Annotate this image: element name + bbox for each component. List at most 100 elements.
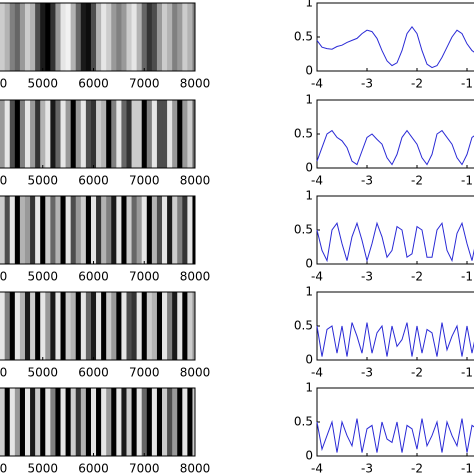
stripe [80, 388, 87, 456]
stripe [141, 388, 148, 456]
stripe [187, 3, 193, 71]
stripe [45, 3, 51, 71]
stripe [116, 292, 122, 360]
stripe [96, 100, 102, 168]
stripe [162, 3, 168, 71]
stripe [50, 3, 56, 71]
data-line [316, 221, 474, 263]
x-tick-label: -2 [411, 462, 423, 474]
x-tick-label: -2 [411, 77, 423, 91]
x-tick-label: 4000 [0, 366, 7, 380]
stripe [9, 388, 16, 456]
stripe [106, 388, 112, 456]
stripe [111, 388, 117, 456]
stripe-panel: 4000 5000 6000 7000 8000 [0, 291, 210, 380]
stripe [45, 292, 51, 360]
line-panel: 0 0.5 1 -4 -3 -2 -1 [294, 0, 474, 91]
stripe [177, 388, 183, 456]
data-line [316, 322, 474, 357]
x-tick-label: 6000 [78, 174, 109, 188]
stripe [9, 196, 16, 264]
x-tick-label: 7000 [129, 462, 160, 474]
stripe [126, 388, 133, 456]
stripe [172, 100, 178, 168]
x-tick-label: 4000 [0, 77, 7, 91]
x-tick-label: -3 [361, 462, 373, 474]
y-tick-label: 0.5 [294, 319, 313, 333]
x-tick-label: 5000 [27, 366, 58, 380]
stripe [30, 292, 36, 360]
stripe [162, 388, 168, 456]
x-tick-label: 8000 [180, 77, 211, 91]
stripe [111, 292, 117, 360]
stripe [24, 100, 31, 168]
stripe [19, 3, 26, 71]
stripe [4, 292, 11, 360]
stripe [136, 388, 143, 456]
stripe [192, 388, 196, 456]
stripe [106, 196, 112, 264]
stripe [121, 3, 127, 71]
stripe [111, 196, 117, 264]
x-tick-label: 5000 [27, 270, 58, 284]
stripe [85, 100, 92, 168]
x-tick-label: -4 [311, 174, 323, 188]
stripe [45, 388, 51, 456]
stripe [90, 3, 97, 71]
stripe-panel: 4000 5000 6000 7000 8000 [0, 195, 210, 284]
line-panel: 0 0.5 1 -4 -3 -2 -1 [294, 285, 474, 380]
stripe [60, 196, 67, 264]
x-tick-label: 8000 [180, 174, 211, 188]
stripe [24, 388, 31, 456]
data-line [316, 418, 474, 453]
stripe [116, 388, 122, 456]
stripe [9, 3, 16, 71]
stripe [121, 196, 127, 264]
stripe [96, 388, 102, 456]
x-tick-label: -2 [411, 366, 423, 380]
stripe [141, 100, 148, 168]
y-tick-label: 0.5 [294, 415, 313, 429]
stripe [0, 100, 6, 168]
x-tick-label: 6000 [78, 77, 109, 91]
stripe [156, 388, 163, 456]
y-tick-label: 1 [305, 0, 313, 10]
stripe [177, 292, 183, 360]
stripe [24, 196, 31, 264]
stripe [9, 100, 16, 168]
stripe [40, 196, 46, 264]
y-tick-label: 0.5 [294, 223, 313, 237]
stripe [111, 3, 117, 71]
stripe-panel: 4000 5000 6000 7000 8000 [0, 387, 210, 474]
stripe [131, 388, 138, 456]
stripe [121, 292, 127, 360]
x-tick-label: -4 [311, 462, 323, 474]
stripe [55, 3, 62, 71]
stripe [60, 292, 67, 360]
x-tick-label: -3 [361, 270, 373, 284]
stripe [14, 388, 21, 456]
stripe [106, 100, 112, 168]
stripe [85, 292, 92, 360]
stripe [182, 196, 188, 264]
stripe [0, 196, 6, 264]
stripe [30, 388, 36, 456]
stripe-panel: 4000 5000 6000 7000 8000 [0, 99, 211, 188]
x-tick-label: -1 [461, 174, 473, 188]
stripe [75, 196, 82, 264]
stripe [0, 292, 6, 360]
stripe [177, 196, 183, 264]
stripe [80, 3, 87, 71]
x-tick-label: 7000 [129, 270, 160, 284]
stripe [136, 196, 143, 264]
stripe [24, 292, 31, 360]
x-tick-label: -3 [361, 366, 373, 380]
stripe [101, 100, 107, 168]
stripe [101, 388, 107, 456]
stripe [80, 100, 87, 168]
stripe [146, 100, 153, 168]
stripe [75, 292, 82, 360]
stripe [70, 388, 77, 456]
stripe [131, 196, 138, 264]
